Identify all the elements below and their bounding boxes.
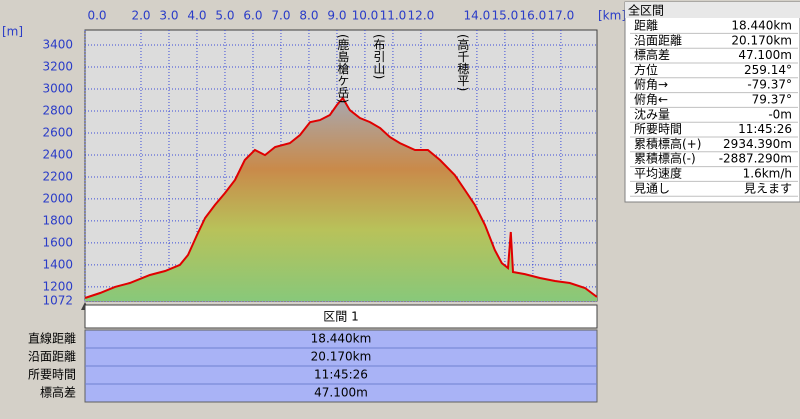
side-value: 11:45:26 — [738, 122, 792, 136]
y-tick-label: 1400 — [42, 257, 73, 271]
side-label: 見通し — [634, 181, 670, 195]
side-value: 見えます — [744, 181, 792, 195]
x-tick-label: 4.0 — [187, 9, 206, 23]
y-tick-label: 2600 — [42, 125, 73, 139]
side-label: 俯角→ — [634, 77, 668, 92]
section-label: 沿面距離 — [28, 350, 76, 364]
x-tick-label: 8.0 — [299, 9, 318, 23]
side-label: 所要時間 — [634, 122, 682, 136]
x-tick-label: 2.0 — [131, 9, 150, 23]
annotation: (高千穂平) — [456, 34, 470, 91]
section-label: 直線距離 — [28, 331, 76, 346]
y-tick-label: 1800 — [42, 213, 73, 227]
side-label: 距離 — [634, 19, 658, 33]
side-value: 47.100m — [738, 48, 792, 62]
side-label: 沈み量 — [634, 106, 670, 121]
side-value: 259.14° — [744, 63, 792, 77]
x-tick-label: 14.0 — [464, 9, 491, 23]
profile-area — [85, 98, 597, 301]
section-header: 区間 1 — [323, 310, 358, 324]
x-tick-label: 11.0 — [380, 9, 407, 23]
profile-line — [84, 96, 598, 299]
x-tick-label: 12.0 — [408, 9, 435, 23]
y-tick-label: 3400 — [42, 37, 73, 51]
section-value: 18.440km — [311, 332, 372, 346]
x-tick-label: 10.0 — [352, 9, 379, 23]
side-label: 累積標高(-) — [634, 151, 696, 166]
annotation: (鹿島槍ケ岳) — [336, 34, 350, 103]
side-label: 平均速度 — [634, 166, 682, 181]
side-label: 累積標高(+) — [634, 136, 701, 151]
side-value: -2887.290m — [719, 152, 792, 166]
x-tick-label: 17.0 — [548, 9, 575, 23]
x-tick-label: 15.0 — [492, 9, 519, 23]
side-value: 1.6km/h — [743, 167, 792, 181]
side-value: 79.37° — [752, 93, 792, 107]
side-label: 俯角← — [634, 92, 668, 107]
y-tick-label: 1600 — [42, 235, 73, 249]
section-value: 11:45:26 — [314, 368, 368, 382]
y-tick-label: 2400 — [42, 147, 73, 161]
section-label: 所要時間 — [28, 368, 76, 382]
x-tick-label: 5.0 — [215, 9, 234, 23]
x-tick-label: 16.0 — [520, 9, 547, 23]
side-label: 沿面距離 — [634, 33, 682, 47]
x-tick-label: 9.0 — [327, 9, 346, 23]
section-header-box — [84, 304, 598, 329]
side-label: 方位 — [634, 62, 658, 77]
y-unit: [m] — [2, 25, 23, 39]
x-tick-label: 6.0 — [243, 9, 262, 23]
side-value: 20.170km — [731, 33, 792, 47]
x-tick-label: 3.0 — [159, 9, 178, 23]
y-tick-label: 2000 — [42, 191, 73, 205]
y-tick-label: 1072 — [42, 294, 73, 308]
annotation: (布引山) — [372, 34, 386, 79]
side-value: -0m — [768, 107, 792, 121]
y-tick-label: 2800 — [42, 103, 73, 117]
section-value: 20.170km — [311, 350, 372, 364]
side-value: 18.440km — [731, 19, 792, 33]
side-panel — [624, 1, 800, 203]
side-label: 標高差 — [634, 47, 670, 62]
x-tick-label: 0.0 — [87, 9, 106, 23]
side-title-bar — [625, 2, 800, 18]
y-tick-label: 3000 — [42, 81, 73, 95]
y-tick-label: 2200 — [42, 169, 73, 183]
section-label: 標高差 — [40, 385, 76, 400]
y-tick-label: 3200 — [42, 59, 73, 73]
side-title: 全区間 — [628, 3, 664, 18]
side-value: -79.37° — [747, 78, 792, 92]
x-unit: [km] — [598, 9, 626, 23]
x-tick-label: 7.0 — [271, 9, 290, 23]
section-value: 47.100m — [314, 386, 368, 400]
side-value: 2934.390m — [723, 137, 792, 151]
y-tick-label: 1200 — [42, 279, 73, 293]
